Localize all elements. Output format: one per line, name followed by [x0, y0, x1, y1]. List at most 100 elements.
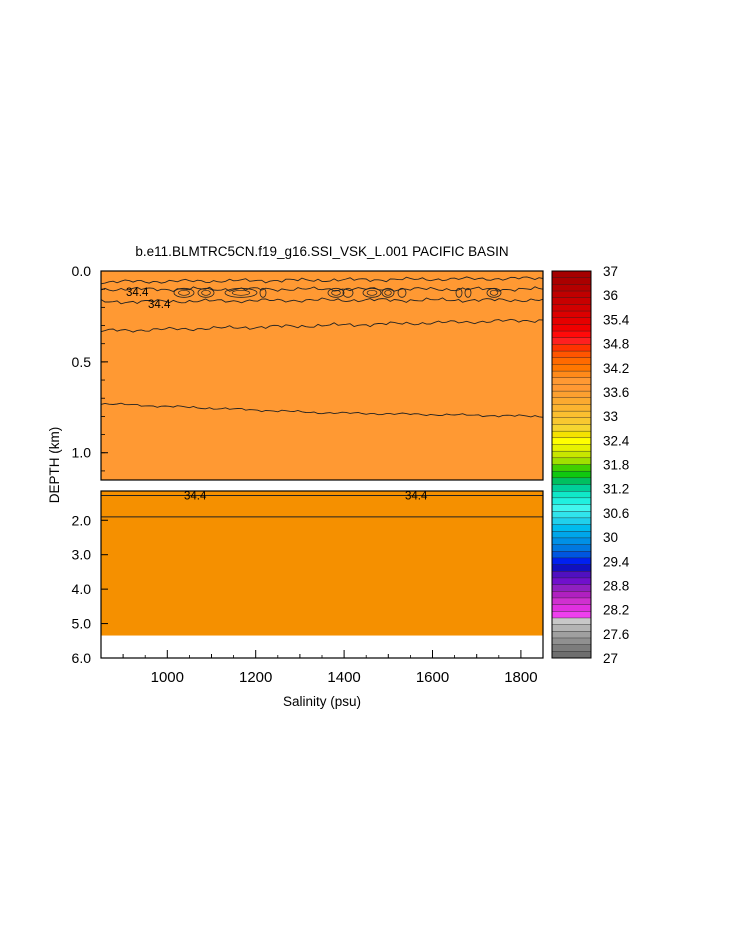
- lower-y-tick-label: 6.0: [72, 650, 92, 666]
- colorbar-swatch: [551, 637, 592, 646]
- colorbar-label: 33.6: [603, 385, 629, 400]
- contour-blob-inner-8: [384, 289, 392, 296]
- colorbar-label: 27: [603, 651, 618, 666]
- contour-blob-9: [397, 287, 407, 298]
- colorbar-swatch: [551, 651, 592, 659]
- colorbar-swatch: [551, 410, 592, 419]
- colorbar-swatch: [551, 537, 592, 546]
- colorbar-swatch: [551, 524, 592, 532]
- contour-blob-8: [381, 287, 395, 298]
- colorbar-swatch: [551, 457, 592, 465]
- colorbar-label: 29.4: [603, 554, 630, 569]
- upper-panel-contour-blobs: [173, 287, 502, 298]
- colorbar-swatch: [551, 377, 592, 385]
- colorbar-swatch: [551, 337, 592, 345]
- colorbar-label: 32.4: [603, 433, 630, 448]
- lower-panel-contours: [101, 494, 543, 518]
- colorbar-label: 28.2: [603, 603, 629, 618]
- colorbar-swatch: [551, 504, 592, 512]
- lower-panel-fill: [101, 491, 543, 636]
- colorbar-swatch: [551, 390, 592, 399]
- colorbar-label: 27.6: [603, 627, 629, 642]
- colorbar-swatch: [551, 544, 592, 552]
- colorbar-swatch: [551, 384, 592, 392]
- lower-panel-y-axis: 2.0 3.0 4.0 5.0 6.0: [72, 512, 108, 666]
- upper-panel-fill: [101, 271, 543, 480]
- lower-contour-label-2: 34.4: [405, 490, 428, 502]
- x-tick-label: 1000: [151, 669, 184, 686]
- colorbar-label: 33: [603, 409, 618, 424]
- colorbar-swatch: [551, 404, 592, 412]
- upper-panel: 34.4 34.4 0.0 0.5 1.0: [72, 263, 544, 481]
- upper-panel-contours: [100, 276, 544, 418]
- colorbar-swatch: [551, 297, 592, 305]
- colorbar-swatch: [551, 577, 592, 586]
- colorbar-swatch: [551, 571, 592, 579]
- chart-title: b.e11.BLMTRC5CN.f19_g16.SSI_VSK_L.001 PA…: [135, 244, 508, 259]
- x-tick-label: 1800: [504, 669, 537, 686]
- colorbar-frame: [551, 270, 592, 659]
- colorbar-label: 34.2: [603, 361, 629, 376]
- x-tick-label: 1600: [416, 669, 449, 686]
- upper-contour-line-2: [100, 286, 544, 293]
- upper-contour-label-1: 34.4: [126, 287, 149, 299]
- colorbar-swatch: [551, 330, 592, 339]
- colorbar-swatch: [551, 584, 592, 592]
- upper-panel-y-axis: 0.0 0.5 1.0: [72, 263, 108, 472]
- colorbar-swatch: [551, 437, 592, 445]
- colorbar-label: 28.8: [603, 578, 629, 593]
- colorbar-swatch: [551, 424, 592, 432]
- colorbar-swatch: [551, 370, 592, 379]
- colorbar-label: 35.4: [603, 312, 630, 327]
- colorbar-swatch: [551, 597, 592, 606]
- colorbar-swatch: [551, 317, 592, 325]
- contour-blob-inner-5: [331, 289, 341, 296]
- colorbar-label: 34.8: [603, 337, 629, 352]
- lower-y-tick-label: 3.0: [72, 547, 92, 563]
- colorbar-swatch: [551, 617, 592, 626]
- upper-y-tick-label: 0.0: [72, 263, 92, 279]
- colorbar-swatch: [551, 397, 592, 405]
- y-axis-label: DEPTH (km): [47, 427, 62, 504]
- colorbar-swatch: [551, 631, 592, 639]
- colorbar-swatch: [551, 277, 592, 285]
- x-axis-label: Salinity (psu): [283, 694, 361, 709]
- colorbar-swatch: [551, 270, 592, 279]
- contour-blob-12: [486, 287, 502, 298]
- contour-blob-inner-1: [178, 289, 190, 296]
- colorbar-swatch: [551, 470, 592, 479]
- lower-contour-label-1: 34.4: [184, 490, 207, 502]
- lower-y-tick-label: 4.0: [72, 581, 92, 597]
- colorbar-swatch: [551, 464, 592, 472]
- colorbar: 37 36 35.4 34.8 34.2 33.6 33 32.4 31.8 31.2 30.6 30…: [551, 264, 630, 666]
- contour-blob-2: [197, 287, 215, 298]
- lower-panel: 34.4 34.4 2.0 3.0 4.0 5.0 6.0 1000 1200 1400 16…: [72, 490, 544, 686]
- colorbar-swatch: [551, 284, 592, 292]
- upper-contour-line-5: [100, 402, 544, 418]
- colorbar-swatch: [551, 310, 592, 319]
- colorbar-label: 31.8: [603, 458, 629, 473]
- contour-blob-inner-2: [201, 289, 211, 296]
- colorbar-swatch: [551, 591, 592, 599]
- contour-blob-1: [173, 287, 195, 298]
- colorbar-swatch: [551, 557, 592, 566]
- colorbar-swatch: [551, 517, 592, 526]
- colorbar-swatch: [551, 624, 592, 632]
- colorbar-swatch: [551, 324, 592, 332]
- colorbar-swatch: [551, 564, 592, 572]
- colorbar-swatch: [551, 511, 592, 519]
- colorbar-swatch: [551, 430, 592, 439]
- colorbar-swatch: [551, 551, 592, 559]
- upper-y-tick-label: 0.5: [72, 354, 92, 370]
- colorbar-swatch: [551, 531, 592, 539]
- upper-contour-line-1: [100, 276, 544, 285]
- colorbar-swatch: [551, 604, 592, 612]
- upper-contour-line-4: [100, 318, 544, 333]
- x-tick-label: 1400: [327, 669, 360, 686]
- x-tick-label: 1200: [239, 669, 272, 686]
- lower-y-tick-label: 2.0: [72, 512, 92, 528]
- colorbar-swatch: [551, 364, 592, 372]
- contour-blob-inner-12: [489, 289, 499, 296]
- colorbar-label: 36: [603, 288, 618, 303]
